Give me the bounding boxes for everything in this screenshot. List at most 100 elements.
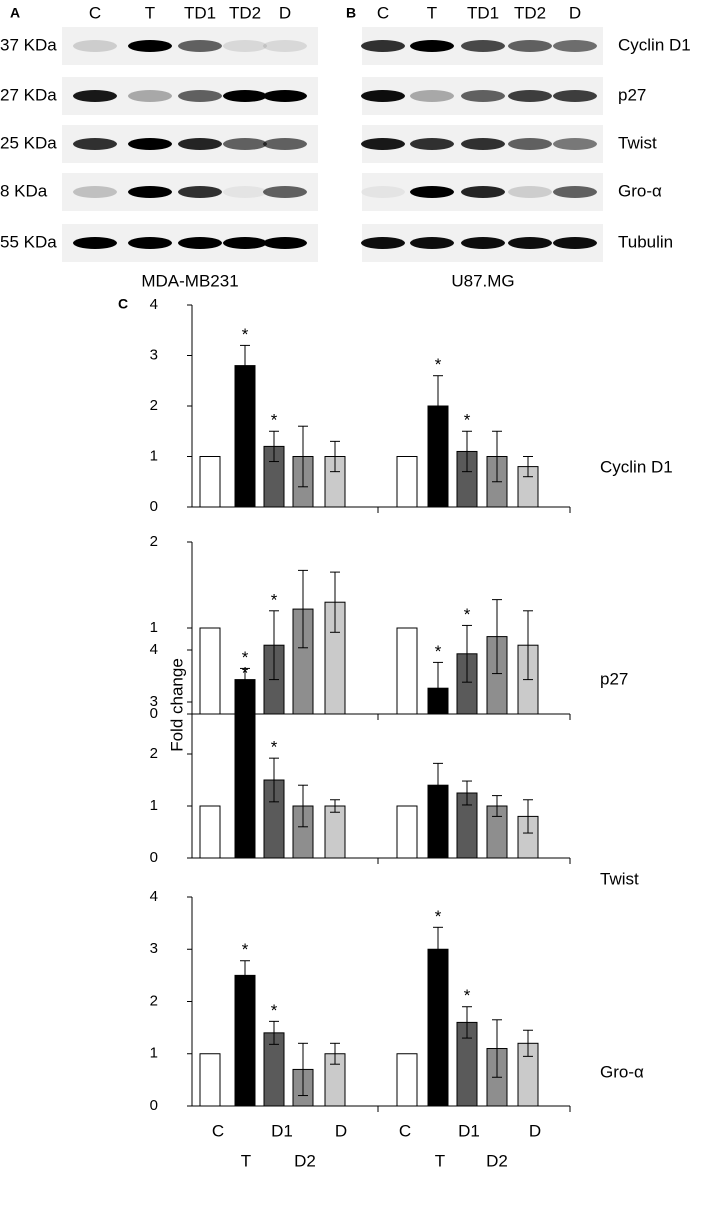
y-tick-label: 2 bbox=[150, 533, 158, 550]
significance: * bbox=[464, 411, 471, 430]
blot-band bbox=[73, 90, 117, 102]
y-tick-label: 3 bbox=[150, 940, 158, 957]
blot-band bbox=[361, 90, 405, 102]
blot-band bbox=[178, 40, 222, 52]
row-label: Gro-α bbox=[600, 1062, 644, 1081]
kda-label: 37 KDa bbox=[0, 35, 57, 54]
row-label: Twist bbox=[600, 869, 639, 888]
lane-label: TD2 bbox=[514, 3, 546, 22]
blot-band bbox=[178, 90, 222, 102]
significance: * bbox=[435, 642, 442, 661]
x-tick-label: D1 bbox=[271, 1121, 293, 1140]
significance: * bbox=[271, 738, 278, 757]
y-tick-label: 0 bbox=[150, 849, 158, 866]
cell-line: U87.MG bbox=[451, 271, 514, 290]
y-tick-label: 1 bbox=[150, 1045, 158, 1062]
blot-band bbox=[553, 138, 597, 150]
y-tick-label: 4 bbox=[150, 296, 158, 313]
bar bbox=[234, 691, 256, 859]
blot-band bbox=[410, 90, 454, 102]
protein-label: p27 bbox=[618, 85, 646, 104]
blot-band bbox=[223, 40, 267, 52]
lane-label: T bbox=[427, 3, 437, 22]
x-tick-label: T bbox=[241, 1151, 251, 1170]
bar bbox=[199, 1053, 221, 1107]
y-tick-label: 1 bbox=[150, 797, 158, 814]
blot-band bbox=[410, 138, 454, 150]
blot-band bbox=[73, 138, 117, 150]
y-tick-label: 1 bbox=[150, 619, 158, 636]
significance: * bbox=[435, 907, 442, 926]
blot-band bbox=[553, 186, 597, 198]
blot-band bbox=[223, 90, 267, 102]
kda-label: 25 KDa bbox=[0, 133, 57, 152]
blot-band bbox=[508, 237, 552, 249]
significance: * bbox=[464, 986, 471, 1005]
blot-band bbox=[410, 237, 454, 249]
significance: * bbox=[242, 663, 249, 682]
x-tick-label: D1 bbox=[458, 1121, 480, 1140]
blot-band bbox=[263, 237, 307, 249]
blot-band bbox=[263, 186, 307, 198]
blot-band bbox=[361, 138, 405, 150]
y-tick-label: 0 bbox=[150, 1097, 158, 1114]
protein-label: Cyclin D1 bbox=[618, 35, 691, 54]
row-label: Cyclin D1 bbox=[600, 457, 673, 476]
blot-band bbox=[73, 237, 117, 249]
blot-band bbox=[361, 186, 405, 198]
blot-band bbox=[223, 138, 267, 150]
y-tick-label: 4 bbox=[150, 888, 158, 905]
blot-band bbox=[461, 40, 505, 52]
blot-band bbox=[128, 186, 172, 198]
y-tick-label: 1 bbox=[150, 447, 158, 464]
blot-band bbox=[410, 40, 454, 52]
lane-label: D bbox=[569, 3, 581, 22]
blot-band bbox=[361, 40, 405, 52]
blot-band bbox=[128, 237, 172, 249]
y-axis-label: Fold change bbox=[167, 658, 186, 752]
x-tick-label: D bbox=[335, 1121, 347, 1140]
lane-label: TD1 bbox=[467, 3, 499, 22]
y-tick-label: 0 bbox=[150, 705, 158, 722]
blot-band bbox=[553, 90, 597, 102]
protein-label: Twist bbox=[618, 133, 657, 152]
y-tick-label: 3 bbox=[150, 693, 158, 710]
significance: * bbox=[242, 940, 249, 959]
panel-label: A bbox=[10, 5, 20, 21]
blot-band bbox=[461, 138, 505, 150]
y-tick-label: 2 bbox=[150, 745, 158, 762]
blot-band bbox=[410, 186, 454, 198]
blot-band bbox=[553, 237, 597, 249]
blot-band bbox=[73, 40, 117, 52]
lane-label: TD1 bbox=[184, 3, 216, 22]
bar bbox=[324, 805, 346, 859]
x-tick-label: D2 bbox=[294, 1151, 316, 1170]
blot-band bbox=[508, 40, 552, 52]
y-tick-label: 3 bbox=[150, 346, 158, 363]
bar bbox=[396, 805, 418, 859]
panel-label: C bbox=[118, 296, 128, 312]
x-tick-label: C bbox=[399, 1121, 411, 1140]
lane-label: D bbox=[279, 3, 291, 22]
bar bbox=[234, 365, 256, 508]
blot-band bbox=[178, 186, 222, 198]
blot-band bbox=[128, 40, 172, 52]
blot-band bbox=[508, 138, 552, 150]
blot-band bbox=[263, 138, 307, 150]
bar bbox=[199, 456, 221, 508]
blot-band bbox=[553, 40, 597, 52]
blot-band bbox=[461, 186, 505, 198]
x-tick-label: D2 bbox=[486, 1151, 508, 1170]
x-tick-label: T bbox=[435, 1151, 445, 1170]
blot-band bbox=[128, 138, 172, 150]
x-tick-label: D bbox=[529, 1121, 541, 1140]
blot-band bbox=[461, 90, 505, 102]
bar bbox=[427, 948, 449, 1107]
kda-label: 27 KDa bbox=[0, 85, 57, 104]
kda-label: 55 KDa bbox=[0, 232, 57, 251]
bar bbox=[396, 627, 418, 715]
row-label: p27 bbox=[600, 669, 628, 688]
y-tick-label: 2 bbox=[150, 992, 158, 1009]
blot-band bbox=[178, 138, 222, 150]
bar bbox=[199, 627, 221, 715]
